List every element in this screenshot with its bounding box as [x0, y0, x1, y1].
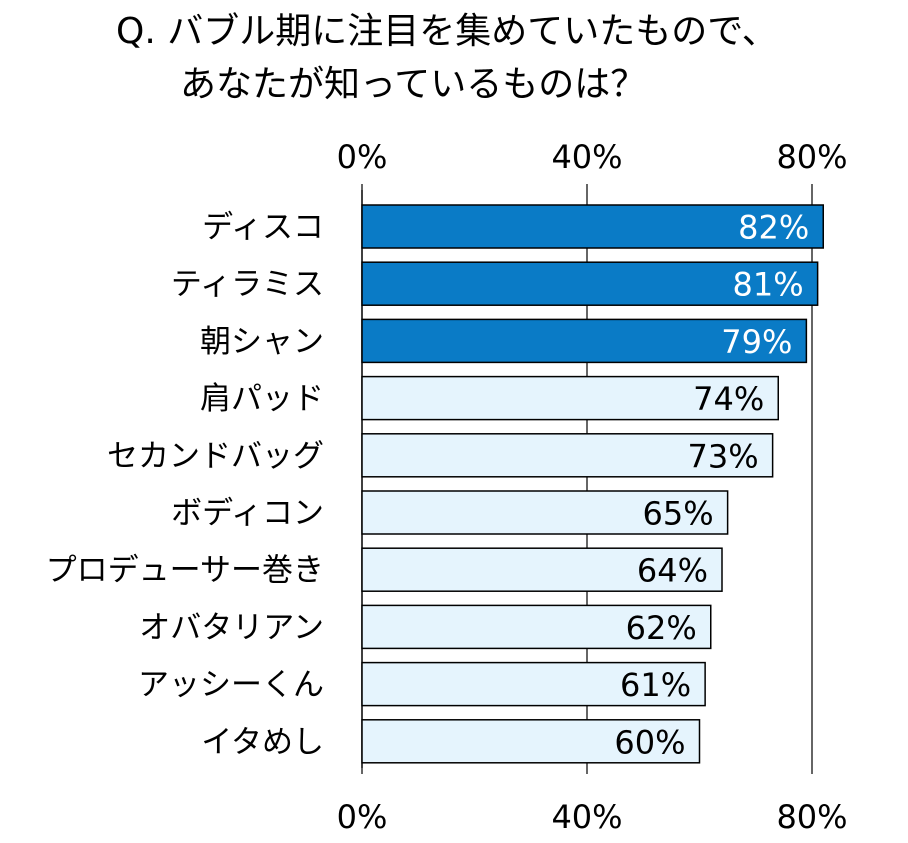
bottom-tick-label: 80%	[776, 798, 847, 836]
bottom-tick-label: 40%	[551, 798, 622, 836]
bar	[361, 433, 774, 478]
bar	[361, 661, 706, 707]
top-tick-label: 80%	[776, 138, 847, 176]
category-label: ディスコ	[202, 210, 324, 246]
category-label: オバタリアン	[139, 610, 324, 646]
category-label: イタめし	[201, 724, 324, 760]
value-label: 65%	[643, 495, 714, 533]
bar	[361, 547, 723, 592]
category-label: プロデューサー巻き	[46, 553, 324, 589]
value-label: 61%	[620, 666, 691, 704]
bottom-tick-label: 0%	[337, 798, 388, 836]
category-label: ティラミス	[171, 267, 324, 303]
value-label: 73%	[688, 437, 759, 475]
category-label: ボディコン	[171, 496, 324, 532]
top-tick-label: 0%	[337, 138, 388, 176]
bar	[361, 719, 701, 764]
bar	[361, 318, 808, 364]
value-label: 74%	[693, 380, 764, 418]
bar	[361, 261, 819, 306]
value-label: 79%	[721, 323, 792, 361]
value-label: 82%	[738, 209, 809, 247]
value-label: 81%	[733, 266, 804, 304]
value-label: 60%	[614, 723, 685, 761]
category-label: 朝シャン	[200, 324, 324, 360]
category-label: アッシーくん	[138, 667, 324, 703]
bar	[361, 204, 824, 249]
title-line-2: あなたが知っているものは？	[180, 64, 647, 105]
bar	[361, 604, 712, 650]
value-label: 64%	[637, 552, 708, 590]
category-label: 肩パッド	[200, 381, 324, 417]
value-label: 62%	[626, 609, 697, 647]
category-label: セカンドバッグ	[107, 438, 324, 474]
chart-title: Q. バブル期に注目を集めていたもので、 あなたが知っているものは？	[0, 0, 908, 120]
title-line-1: Q. バブル期に注目を集めていたもので、	[116, 11, 778, 52]
top-tick-label: 40%	[551, 138, 622, 176]
bar	[361, 490, 729, 535]
bar	[361, 375, 779, 421]
